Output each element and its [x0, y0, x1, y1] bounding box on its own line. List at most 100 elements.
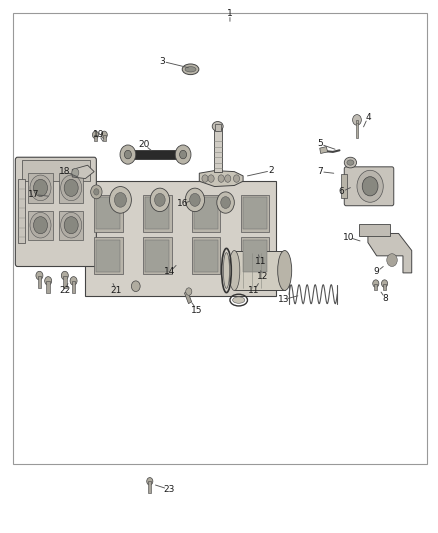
Circle shape — [150, 188, 170, 212]
Circle shape — [233, 175, 240, 182]
Circle shape — [72, 168, 79, 177]
Ellipse shape — [229, 251, 240, 290]
Circle shape — [202, 175, 208, 182]
Text: 17: 17 — [28, 190, 40, 199]
Ellipse shape — [223, 253, 230, 288]
Circle shape — [373, 280, 379, 287]
Text: 16: 16 — [177, 199, 189, 208]
Bar — [13, 13, 427, 464]
Bar — [145, 240, 170, 272]
Circle shape — [91, 185, 102, 199]
Ellipse shape — [278, 251, 292, 290]
Circle shape — [61, 271, 68, 280]
Circle shape — [208, 175, 214, 182]
Text: 6: 6 — [339, 188, 345, 196]
Bar — [341, 174, 347, 198]
Text: 11: 11 — [255, 257, 266, 265]
Bar — [18, 179, 25, 243]
Circle shape — [92, 131, 99, 139]
Circle shape — [64, 216, 78, 233]
Circle shape — [381, 280, 388, 287]
Text: 21: 21 — [110, 286, 122, 295]
Circle shape — [70, 277, 77, 285]
Bar — [243, 240, 267, 272]
Text: 4: 4 — [365, 113, 371, 122]
Bar — [143, 237, 172, 274]
Circle shape — [185, 188, 205, 212]
Text: 13: 13 — [278, 295, 290, 304]
Bar — [243, 197, 267, 229]
Circle shape — [94, 189, 99, 195]
Ellipse shape — [60, 212, 82, 238]
Circle shape — [64, 179, 78, 197]
Bar — [28, 173, 53, 203]
Circle shape — [225, 175, 231, 182]
Bar — [194, 197, 218, 229]
Circle shape — [180, 150, 187, 159]
Circle shape — [33, 216, 47, 233]
Bar — [359, 224, 390, 236]
Circle shape — [124, 150, 131, 159]
Text: 8: 8 — [382, 294, 389, 303]
Circle shape — [110, 187, 131, 213]
Bar — [143, 195, 172, 232]
Text: 11: 11 — [248, 286, 260, 295]
Text: 18: 18 — [59, 167, 71, 176]
Circle shape — [120, 145, 136, 164]
Bar — [356, 120, 358, 138]
Text: 22: 22 — [59, 286, 71, 295]
Circle shape — [131, 281, 140, 292]
Bar — [383, 284, 386, 290]
Circle shape — [155, 193, 165, 206]
Circle shape — [190, 193, 200, 206]
Circle shape — [101, 131, 107, 139]
Ellipse shape — [233, 297, 245, 303]
Polygon shape — [199, 171, 243, 187]
Text: 15: 15 — [191, 306, 203, 314]
Text: 12: 12 — [257, 272, 268, 280]
Ellipse shape — [30, 175, 51, 200]
Bar — [128, 150, 183, 159]
Bar — [46, 281, 50, 293]
Ellipse shape — [182, 64, 199, 75]
Bar — [63, 276, 67, 288]
Circle shape — [221, 197, 230, 208]
Circle shape — [175, 145, 191, 164]
Bar — [96, 197, 120, 229]
Bar — [214, 126, 222, 172]
FancyBboxPatch shape — [344, 167, 394, 206]
Bar — [374, 284, 377, 290]
Text: 1: 1 — [227, 9, 233, 18]
Text: 20: 20 — [139, 141, 150, 149]
Ellipse shape — [344, 157, 357, 168]
Circle shape — [387, 254, 397, 266]
Ellipse shape — [60, 175, 82, 200]
Text: 14: 14 — [164, 268, 176, 276]
Text: 7: 7 — [317, 167, 323, 176]
Circle shape — [45, 277, 52, 285]
Circle shape — [362, 176, 378, 196]
Bar — [241, 237, 269, 274]
Circle shape — [186, 288, 192, 295]
Ellipse shape — [357, 171, 383, 203]
Polygon shape — [368, 233, 412, 273]
Bar — [85, 181, 276, 296]
FancyBboxPatch shape — [15, 157, 96, 266]
Bar — [103, 135, 106, 141]
Bar — [72, 281, 75, 293]
Polygon shape — [320, 147, 328, 154]
Bar — [96, 240, 120, 272]
Bar — [234, 251, 285, 290]
Ellipse shape — [30, 212, 51, 238]
Bar — [38, 276, 41, 288]
Text: 23: 23 — [163, 485, 174, 494]
Bar — [192, 195, 220, 232]
Text: 2: 2 — [269, 166, 274, 175]
Circle shape — [217, 192, 234, 213]
Bar — [145, 197, 170, 229]
Circle shape — [218, 175, 224, 182]
Ellipse shape — [347, 160, 354, 165]
Text: 3: 3 — [159, 57, 165, 66]
Bar — [184, 291, 192, 304]
Bar — [94, 237, 123, 274]
